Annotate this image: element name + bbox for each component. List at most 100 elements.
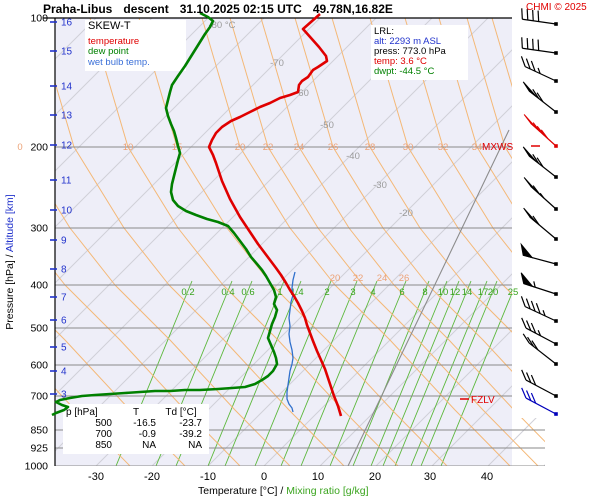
adiabat-label: 22 [263, 142, 274, 153]
adiabat-label: 20 [330, 273, 341, 284]
mixing-ratio-line [370, 280, 448, 466]
table-cell: -0.9 [138, 429, 156, 440]
plot-labels: -80 °C-70-60-50-40-30-200 10 15 20 22 24 26 28 3… [17, 20, 518, 298]
adiabat-label: 10 [123, 142, 134, 153]
wind-barb [520, 56, 558, 83]
adiabat-label: 24 [294, 142, 305, 153]
pressure-tick-label: 100 [30, 13, 48, 25]
pressure-tick-label: 850 [30, 425, 48, 437]
legend-item-dew-point: dew point [88, 46, 129, 57]
table-header: T [132, 407, 140, 418]
mixing-ratio-label: 20 [488, 287, 499, 298]
isotherm-line [431, 18, 545, 466]
pressure-tick-label: 300 [30, 223, 48, 235]
lrl-alt-label: alt: [374, 36, 387, 47]
wind-barb [521, 387, 558, 416]
adiabat-label: 28 [365, 142, 376, 153]
legend: SKEW-T temperature dew point wet bulb te… [88, 21, 150, 68]
lrl-title: LRL: [374, 26, 395, 37]
isotherm-line [55, 18, 433, 466]
mixing-ratio-label: 0.4 [221, 287, 234, 298]
wind-barb [522, 333, 558, 366]
mixing-ratio-label: 0.6 [241, 287, 254, 298]
mixing-ratio-label: 14 [462, 287, 473, 298]
isotherm-line [55, 18, 209, 466]
diagram-type-label: SKEW-T [88, 20, 131, 32]
wind-barb [521, 8, 558, 26]
mixing-ratio-line [254, 280, 332, 466]
altitude-tick-label: 14 [61, 82, 73, 93]
wind-barb [520, 272, 558, 296]
altitude-tick-label: 16 [61, 18, 73, 29]
copyright-notice: CHMI © 2025 [526, 2, 587, 13]
white-boxes [63, 20, 468, 454]
isotherm-line [55, 18, 321, 466]
mixing-ratio-label: 25 [508, 287, 519, 298]
pressure-tick-label: 200 [30, 142, 48, 154]
isotherm-line [375, 18, 545, 466]
temp-tick-label: -20 [144, 471, 160, 483]
lrl-press-value: 773.0 hPa [402, 46, 446, 57]
isotherm-line [55, 18, 265, 466]
altitude-tick-label: 8 [61, 265, 67, 276]
isotherm-label: -70 [270, 58, 284, 69]
table-cell: 700 [95, 429, 112, 440]
left-axis-title: Pressure [hPa] / Altitude [km] [4, 194, 16, 329]
adiabat-label: 32 [438, 142, 449, 153]
sounding-datetime: 31.10.2025 02:15 UTC [179, 2, 302, 16]
pressure-tick-label: 500 [30, 323, 48, 335]
mixing-ratio-line [420, 280, 498, 466]
isotherm-line [207, 18, 545, 466]
mixing-ratio-label: 0.2 [181, 287, 194, 298]
table-cell: 850 [95, 440, 112, 451]
altitude-tick-label: 9 [61, 236, 67, 247]
wind-barb [522, 146, 558, 179]
wind-barb [520, 242, 558, 266]
temp-tick-label: -10 [200, 471, 216, 483]
table-header: p [hPa] [66, 407, 98, 418]
pressure-tick-label: 925 [30, 443, 48, 455]
wind-barb [521, 369, 558, 398]
wind-barb [523, 114, 558, 148]
legend-item-wet-bulb: wet bulb temp. [88, 56, 150, 68]
mixing-ratio-label: 6 [399, 287, 404, 298]
table-cell: -39.2 [179, 429, 202, 440]
mixing-ratio-label: 8 [422, 287, 427, 298]
isotherm-label: -40 [346, 151, 360, 162]
isotherm-label: -80 °C [208, 20, 235, 31]
adiabat-label: 26 [328, 142, 339, 153]
wind-barb [521, 37, 558, 55]
mixing-ratio-line [280, 280, 358, 466]
dew-point-curve [51, 11, 279, 417]
isotherm-label: -60 [295, 88, 309, 99]
temp-tick-label: 10 [312, 471, 324, 483]
mixing-ratio-line [394, 280, 472, 466]
wind-barb [520, 296, 558, 323]
altitude-tick-label: 15 [61, 47, 73, 58]
lrl-press-label: press: [374, 46, 400, 57]
table-cell: -16.5 [133, 418, 156, 429]
altitude-tick-label: 3 [61, 390, 67, 401]
wind-barb [521, 317, 558, 346]
profile-type: descent [123, 2, 169, 16]
adiabat-label: 22 [353, 273, 364, 284]
altitude-tick-label: 5 [61, 343, 67, 354]
axes: 1002003004005006007008509251000161514131… [4, 13, 493, 498]
level-markers: MXWS FZLV [460, 142, 540, 406]
temp-tick-label: 40 [481, 471, 493, 483]
lrl-info-box: LRL: alt: 2293 m ASL press: 773.0 hPa te… [374, 27, 446, 77]
table-header: Td [°C] [165, 407, 197, 418]
altitude-tick-label: 12 [61, 141, 73, 152]
isotherm-line [55, 18, 153, 466]
temp-tick-label: 30 [424, 471, 436, 483]
mixing-ratio-label: 1.4 [290, 287, 303, 298]
mixing-ratio-label: 17 [478, 287, 489, 298]
isotherm-line [55, 18, 489, 466]
fzlv-label: FZLV [471, 395, 495, 406]
temp-tick-label: 0 [261, 471, 267, 483]
isotherm-line [55, 18, 377, 466]
pressure-tick-label: 400 [30, 280, 48, 292]
altitude-tick-label: 6 [61, 316, 67, 327]
